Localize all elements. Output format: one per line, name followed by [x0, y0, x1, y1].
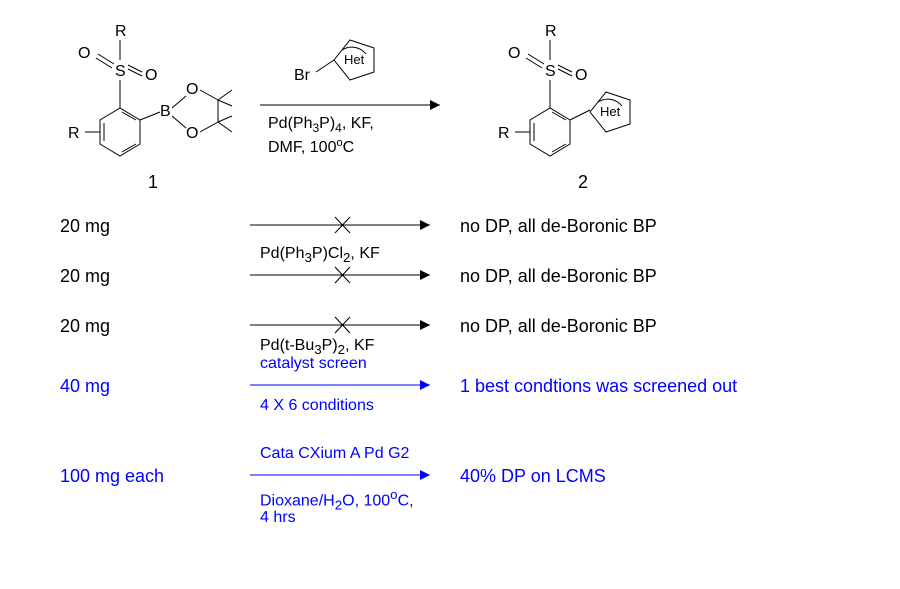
svg-text:S: S [115, 63, 126, 80]
row-arrow-3 [250, 373, 450, 397]
row-arrow-0 [250, 213, 450, 237]
molecule-1: R S O O R B O O [68, 23, 232, 192]
svg-text:Pd(Ph3P)4, KF,: Pd(Ph3P)4, KF, [268, 115, 374, 135]
svg-text:R: R [115, 23, 127, 40]
row-over-3: catalyst screen [260, 355, 367, 373]
main-arrow [260, 100, 440, 110]
row-right-2: no DP, all de-Boronic BP [460, 316, 657, 337]
row-right-4: 40% DP on LCMS [460, 466, 606, 487]
row-left-3: 40 mg [60, 376, 110, 397]
row-under-3: 4 X 6 conditions [260, 397, 374, 415]
svg-text:B: B [160, 103, 171, 120]
svg-text:Het: Het [600, 104, 621, 119]
reaction-scheme: R S O O R B O O [0, 0, 900, 200]
svg-text:1: 1 [148, 172, 158, 192]
svg-text:DMF, 100oC: DMF, 100oC [268, 137, 354, 156]
row-left-0: 20 mg [60, 216, 110, 237]
svg-text:R: R [68, 125, 80, 142]
svg-text:O: O [145, 67, 157, 84]
row-under2-4: 4 hrs [260, 509, 296, 527]
svg-text:O: O [78, 45, 90, 62]
main-conditions: Pd(Ph3P)4, KF, DMF, 100oC [268, 115, 374, 156]
svg-text:O: O [575, 67, 587, 84]
row-arrow-4 [250, 463, 450, 487]
row-over-1: Pd(Ph3P)Cl2, KF [260, 245, 380, 265]
svg-text:Het: Het [344, 52, 365, 67]
row-right-3: 1 best condtions was screened out [460, 376, 737, 397]
svg-text:S: S [545, 63, 556, 80]
row-right-0: no DP, all de-Boronic BP [460, 216, 657, 237]
svg-text:Br: Br [294, 67, 311, 84]
svg-text:O: O [186, 81, 198, 98]
svg-text:2: 2 [578, 172, 588, 192]
svg-text:R: R [545, 23, 557, 40]
svg-text:R: R [498, 125, 510, 142]
row-right-1: no DP, all de-Boronic BP [460, 266, 657, 287]
row-arrow-2 [250, 313, 450, 337]
row-left-1: 20 mg [60, 266, 110, 287]
row-over-4: Cata CXium A Pd G2 [260, 445, 409, 463]
row-arrow-1 [250, 263, 450, 287]
het-reagent: Het Br [294, 40, 374, 84]
row-left-2: 20 mg [60, 316, 110, 337]
row-left-4: 100 mg each [60, 466, 164, 487]
svg-text:O: O [508, 45, 520, 62]
svg-text:O: O [186, 125, 198, 142]
molecule-2: R S O O R Het 2 [498, 23, 630, 192]
